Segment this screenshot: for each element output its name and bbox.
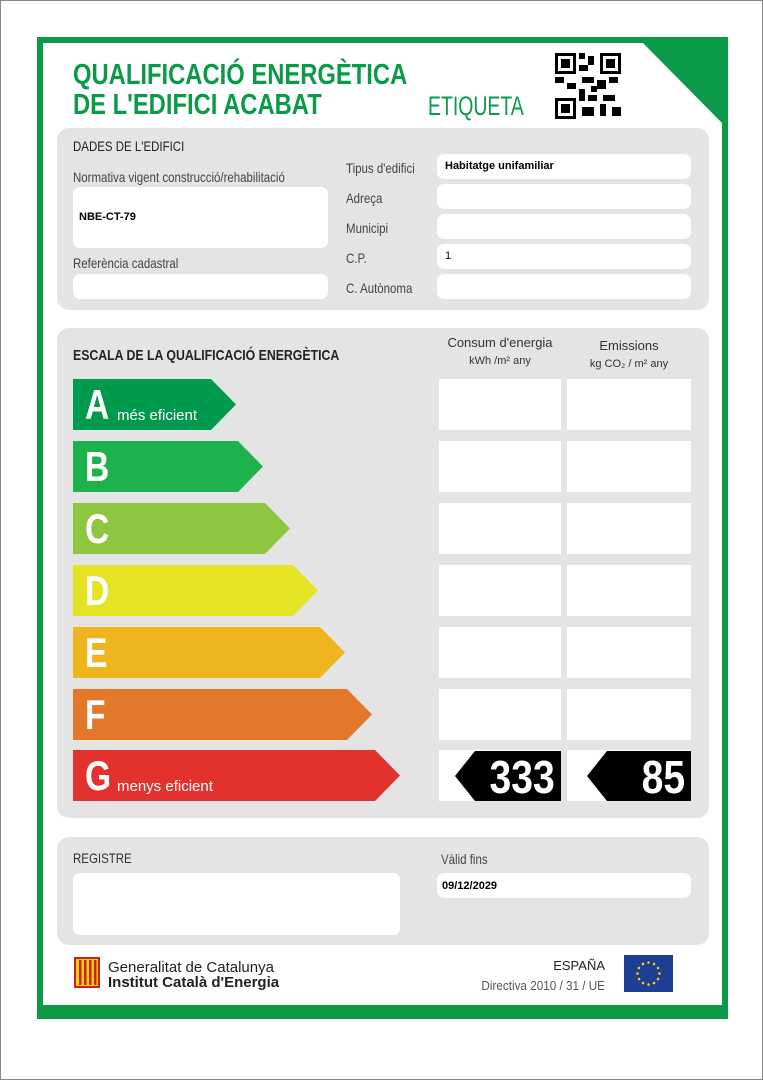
- energy-cell-e: [439, 627, 561, 678]
- directive-label: Directiva 2010 / 31 / UE: [481, 978, 605, 993]
- eu-star-icon: [658, 972, 661, 975]
- municipi-label: Municipi: [346, 220, 389, 236]
- rating-letter: A: [85, 381, 110, 428]
- registry-label: REGISTRE: [73, 850, 132, 866]
- eu-star-icon: [656, 966, 660, 970]
- rating-letter: E: [85, 629, 108, 676]
- normativa-label: Normativa vigent construcció/rehabilitac…: [73, 169, 285, 185]
- tipus-value: Habitatge unifamiliar: [445, 160, 554, 172]
- autonoma-label: C. Autònoma: [346, 280, 413, 296]
- tipus-label: Tipus d'edifici: [346, 160, 415, 176]
- emissions-value-badge: 85: [587, 751, 691, 801]
- normativa-value: NBE-CT-79: [79, 211, 136, 223]
- eu-star-icon: [652, 981, 656, 985]
- rating-letter: D: [85, 567, 110, 614]
- eu-star-icon: [656, 977, 660, 981]
- org-line-1: Generalitat de Catalunya: [108, 959, 274, 976]
- autonoma-field: [437, 274, 691, 299]
- rating-arrow-f: F: [73, 689, 372, 740]
- energy-cell-f: [439, 689, 561, 740]
- eu-star-icon: [637, 977, 641, 981]
- energy-value: 333: [489, 751, 555, 803]
- eu-star-icon: [652, 962, 656, 966]
- valid-field: 09/12/2029: [437, 873, 691, 898]
- scale-title: ESCALA DE LA QUALIFICACIÓ ENERGÈTICA: [73, 347, 340, 364]
- energy-value-badge: 333: [455, 751, 561, 801]
- rating-letter: C: [85, 505, 110, 552]
- energy-cell-a: [439, 379, 561, 430]
- catalonia-coat-icon: [74, 957, 100, 988]
- label-type: ETIQUETA: [428, 91, 524, 121]
- energy-column-unit: kWh /m² any: [469, 355, 531, 367]
- emissions-cell-e: [567, 627, 691, 678]
- cp-field: 1: [437, 244, 691, 269]
- emissions-cell-f: [567, 689, 691, 740]
- rating-letter: B: [85, 443, 110, 490]
- cp-label: C.P.: [346, 250, 367, 266]
- normativa-field: NBE-CT-79: [73, 187, 328, 248]
- eu-flag-icon: [624, 955, 673, 992]
- referencia-field: [73, 274, 328, 299]
- emissions-cell-c: [567, 503, 691, 554]
- cp-value: 1: [445, 250, 452, 262]
- emissions-cell-a: [567, 379, 691, 430]
- emissions-value: 85: [641, 751, 685, 803]
- country-label: ESPAÑA: [553, 958, 605, 973]
- emissions-column-title: Emissions: [599, 338, 659, 353]
- rating-arrow-c: C: [73, 503, 290, 554]
- rating-caption: més eficient: [117, 407, 198, 424]
- energy-cell-c: [439, 503, 561, 554]
- title-line-2: DE L'EDIFICI ACABAT: [73, 89, 322, 121]
- eu-star-icon: [647, 983, 650, 986]
- eu-star-icon: [637, 966, 641, 970]
- rating-caption: menys eficient: [117, 778, 213, 795]
- municipi-field: [437, 214, 691, 239]
- emissions-column-unit: kg CO₂ / m² any: [589, 358, 669, 370]
- tipus-field: Habitatge unifamiliar: [437, 154, 691, 179]
- valid-value: 09/12/2029: [442, 880, 498, 892]
- registry-field: [73, 873, 400, 935]
- building-section-title: DADES DE L'EDIFICI: [73, 138, 185, 154]
- qr-code-icon: [555, 53, 621, 119]
- energy-cell-b: [439, 441, 561, 492]
- org-line-2: Institut Català d'Energia: [108, 974, 280, 991]
- emissions-cell-b: [567, 441, 691, 492]
- referencia-label: Referència cadastral: [73, 255, 179, 271]
- valid-label: Vàlid fins: [441, 851, 488, 867]
- rating-arrow-d: D: [73, 565, 318, 616]
- eu-star-icon: [636, 972, 639, 975]
- energy-column-title: Consum d'energia: [447, 335, 553, 350]
- eu-star-icon: [641, 981, 645, 985]
- energy-cell-d: [439, 565, 561, 616]
- rating-arrow-b: B: [73, 441, 263, 492]
- adreca-label: Adreça: [346, 190, 383, 206]
- rating-letter: G: [85, 752, 112, 799]
- eu-star-icon: [641, 962, 645, 966]
- adreca-field: [437, 184, 691, 209]
- rating-letter: F: [85, 691, 106, 738]
- eu-star-icon: [647, 961, 650, 964]
- rating-arrow-e: E: [73, 627, 345, 678]
- title-line-1: QUALIFICACIÓ ENERGÈTICA: [73, 59, 408, 91]
- emissions-cell-d: [567, 565, 691, 616]
